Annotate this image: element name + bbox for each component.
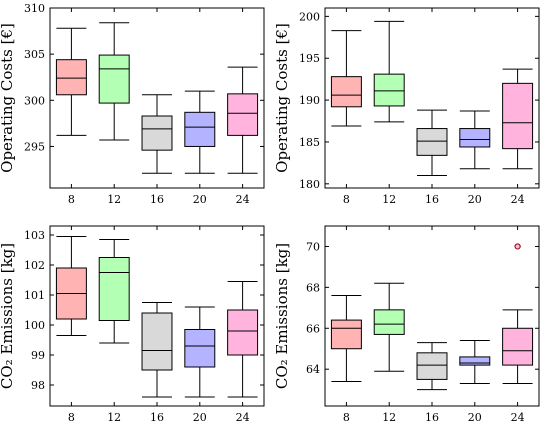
x-tick-label: 16 — [425, 193, 439, 206]
x-tick-label: 24 — [511, 193, 525, 206]
outlier-point-24 — [514, 243, 521, 250]
box-24 — [227, 309, 259, 356]
y-axis-label: Operating Costs [€] — [0, 23, 16, 173]
box-16 — [141, 115, 173, 151]
y-tick-label: 66 — [306, 322, 320, 335]
y-tick-label: 102 — [24, 259, 45, 272]
x-tick-label: 20 — [468, 193, 482, 206]
box-12 — [373, 309, 405, 335]
y-axis-label: CO₂ Emissions [kg] — [273, 243, 291, 389]
y-tick-label: 305 — [24, 48, 45, 61]
x-tick-label: 8 — [343, 193, 350, 206]
x-tick-label: 20 — [193, 193, 207, 206]
y-tick-label: 103 — [24, 229, 45, 242]
x-tick-label: 12 — [382, 193, 396, 206]
y-tick-label: 300 — [24, 94, 45, 107]
box-20 — [459, 356, 491, 366]
y-tick-label: 310 — [24, 2, 45, 15]
box-12 — [98, 257, 130, 321]
x-tick-label: 12 — [382, 411, 396, 421]
box-8 — [330, 319, 362, 350]
box-16 — [141, 312, 173, 371]
box-24 — [502, 82, 534, 150]
box-12 — [373, 73, 405, 107]
x-tick-label: 8 — [68, 411, 75, 421]
boxplot-panel-2: 180 185 190 195 200 8 12 16 20 24 Operating Costs … — [273, 7, 540, 206]
x-tick-label: 8 — [343, 411, 350, 421]
x-tick-label: 20 — [193, 411, 207, 421]
x-tick-label: 16 — [425, 411, 439, 421]
y-tick-label: 70 — [306, 240, 320, 253]
y-tick-label: 98 — [31, 379, 45, 392]
y-tick-label: 200 — [299, 10, 320, 23]
box-24 — [502, 327, 534, 366]
y-axis-label: CO₂ Emissions [kg] — [0, 243, 16, 389]
y-tick-label: 180 — [299, 178, 320, 191]
box-8 — [55, 59, 87, 96]
x-tick-label: 24 — [236, 193, 250, 206]
y-tick-label: 64 — [306, 363, 320, 376]
boxplot-panel-1: 295 300 305 310 8 12 16 20 24 Operating Costs [€] — [0, 2, 265, 206]
y-tick-label: 100 — [24, 319, 45, 332]
box-16 — [416, 352, 448, 380]
y-axis-label: Operating Costs [€] — [273, 23, 291, 173]
x-tick-label: 20 — [468, 411, 482, 421]
x-tick-label: 16 — [150, 411, 164, 421]
y-tick-label: 190 — [299, 94, 320, 107]
y-tick-label: 101 — [24, 289, 45, 302]
box-16 — [416, 128, 448, 156]
y-tick-label: 295 — [24, 140, 45, 153]
y-tick-label: 185 — [299, 136, 320, 149]
x-tick-label: 24 — [511, 411, 525, 421]
box-12 — [98, 54, 130, 104]
x-tick-label: 12 — [107, 411, 121, 421]
x-tick-label: 12 — [107, 193, 121, 206]
box-20 — [459, 128, 491, 148]
y-tick-label: 99 — [31, 349, 45, 362]
y-tick-label: 68 — [306, 281, 320, 294]
boxplot-panel-3: 98 99 100 101 102 103 8 12 16 20 24 CO₂ Emissions [… — [0, 225, 265, 421]
x-tick-label: 16 — [150, 193, 164, 206]
box-20 — [184, 329, 216, 368]
box-24 — [227, 93, 259, 136]
x-tick-label: 8 — [68, 193, 75, 206]
box-20 — [184, 111, 216, 147]
boxplot-panel-4: 64 66 68 70 8 12 16 20 24 CO₂ Emissions [kg] — [273, 225, 540, 421]
y-tick-label: 195 — [299, 52, 320, 65]
box-8 — [330, 76, 362, 108]
x-tick-label: 24 — [236, 411, 250, 421]
